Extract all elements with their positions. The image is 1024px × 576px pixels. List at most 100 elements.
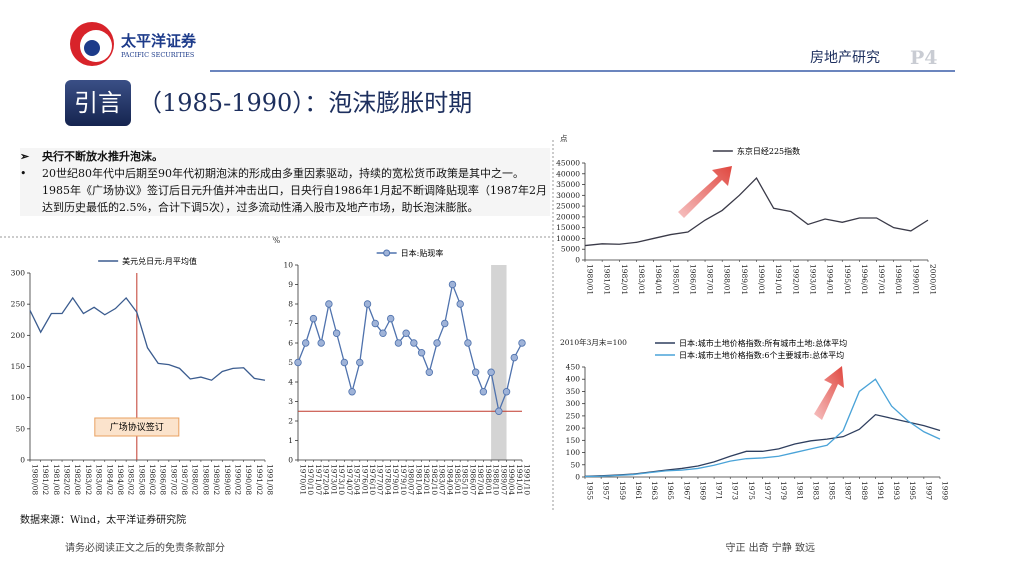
data-point [518,339,526,347]
legend-item: 日本:城市土地价格指数:所有城市土地:总体平均 [655,338,847,348]
x-tick-label: 1980/08 [31,464,40,495]
x-tick-label: 1984/01 [654,264,663,295]
legend-label: 日本:贴现率 [401,248,444,258]
x-tick-label: 1991 [876,481,885,500]
x-tick-label: 1970/01 [299,464,308,495]
y-tick-label: 300 [566,399,581,408]
y-tick-label: 4 [288,378,293,387]
x-tick-label: 1965 [666,481,675,500]
x-tick-label: 1989/08 [223,464,232,495]
x-tick-label: 1973 [731,481,740,500]
x-tick-label: 1990/04 [507,464,516,495]
data-point [325,300,333,308]
x-tick-label: 1978/04 [383,464,392,495]
y-tick-label: 30000 [556,191,580,200]
x-tick-label: 1997/01 [877,264,886,295]
data-point [417,349,426,357]
disclaimer: 请务必阅读正文之后的免责条款部分 [65,541,225,554]
x-tick-label: 1989/02 [212,464,221,495]
legend-label: 美元兑日元:月平均值 [122,256,197,266]
data-point [402,329,410,337]
y-tick-label: 2 [288,417,293,426]
x-tick-label: 1985/10 [461,464,470,495]
y-tick-label: 6 [288,339,293,348]
x-tick-label: 1989 [860,481,869,500]
data-point [441,319,449,328]
x-tick-label: 1991/01 [774,264,783,295]
x-tick-label: 1989/07 [499,464,508,495]
data-point [487,368,495,376]
bullet-marker: ➢ [20,150,30,163]
x-tick-label: 1981/01 [603,264,612,295]
y-tick-label: 150 [566,436,581,445]
data-point [410,339,418,347]
data-point [479,388,488,396]
x-tick-label: 2000/01 [929,264,938,295]
x-tick-label: 1975/04 [353,464,362,495]
x-tick-label: 1981/02 [41,464,50,495]
data-point [356,358,364,367]
data-point [332,329,341,337]
x-tick-label: 1998/01 [894,264,903,295]
data-point [495,407,503,415]
x-tick-label: 1995 [908,481,917,500]
x-tick-label: 1982/08 [73,464,82,495]
y-tick-label: 3 [288,397,293,406]
data-point [363,300,372,308]
y-tick-label: 40000 [556,169,580,178]
y-tick-label: 300 [11,269,26,278]
x-tick-label: 1985/01 [671,264,680,295]
y-tick-label: 5000 [561,245,580,254]
data-point [456,300,464,308]
bullet-text: 20世纪80年代中后期至90年代初期泡沫的形成由多重因素驱动，持续的宽松货币政策… [42,167,547,214]
x-tick-label: 1990/08 [244,464,253,495]
legend-marker [383,249,391,257]
x-tick-label: 1977/07 [376,464,385,495]
y-tick-label: 20000 [556,212,580,221]
data-point [448,280,457,289]
x-tick-label: 1992/01 [791,264,800,295]
x-tick-label: 1991/10 [523,464,532,495]
event-label: 广场协议签订 [110,421,164,433]
x-tick-label: 1993 [892,481,901,500]
data-point [340,358,349,367]
x-tick-label: 1983/08 [95,464,104,495]
x-tick-label: 1987/01 [706,264,715,295]
x-tick-label: 1990/01 [757,264,766,295]
x-tick-label: 1985/08 [137,464,146,495]
data-point [464,339,472,347]
y-axis-label: % [273,236,280,245]
x-tick-label: 1967 [682,481,691,500]
bullet: • 20世纪80年代中后期至90年代初期泡沫的形成由多重因素驱动，持续的宽松货币政… [20,165,550,216]
y-tick-label: 200 [11,331,26,340]
legend-label: 日本:城市土地价格指数:所有城市土地:总体平均 [679,338,847,348]
bullet-marker: • [20,167,27,180]
x-tick-label: 1987/04 [476,464,485,495]
x-tick-label: 1989/01 [740,264,749,295]
x-tick-label: 1955 [586,481,595,500]
data-point [302,339,310,347]
x-tick-label: 1963 [650,481,659,500]
page-number: P4 [910,47,938,69]
x-tick-label: 1983/01 [637,264,646,295]
motto: 守正 出奇 宁静 致远 [725,541,815,554]
x-tick-label: 1981 [795,481,804,500]
x-tick-label: 1973/10 [337,464,346,495]
y-tick-label: 50 [15,424,25,433]
x-tick-label: 1985/01 [453,464,462,495]
x-tick-label: 1970/10 [306,464,315,495]
y-tick-label: 200 [566,424,581,433]
data-point [510,353,518,362]
logo-text: 太平洋证券 [121,32,197,50]
x-tick-label: 1982/01 [620,264,629,295]
y-tick-label: 25000 [556,202,580,211]
event-box [94,417,180,437]
x-tick-label: 1990/02 [233,464,242,495]
x-tick-label: 1979 [779,481,788,500]
y-tick-label: 100 [11,393,26,402]
y-tick-label: 8 [288,300,293,309]
x-tick-label: 1979/10 [399,464,408,495]
rise-arrow [678,166,732,218]
x-tick-label: 1982/01 [422,464,431,495]
data-point [371,319,379,328]
